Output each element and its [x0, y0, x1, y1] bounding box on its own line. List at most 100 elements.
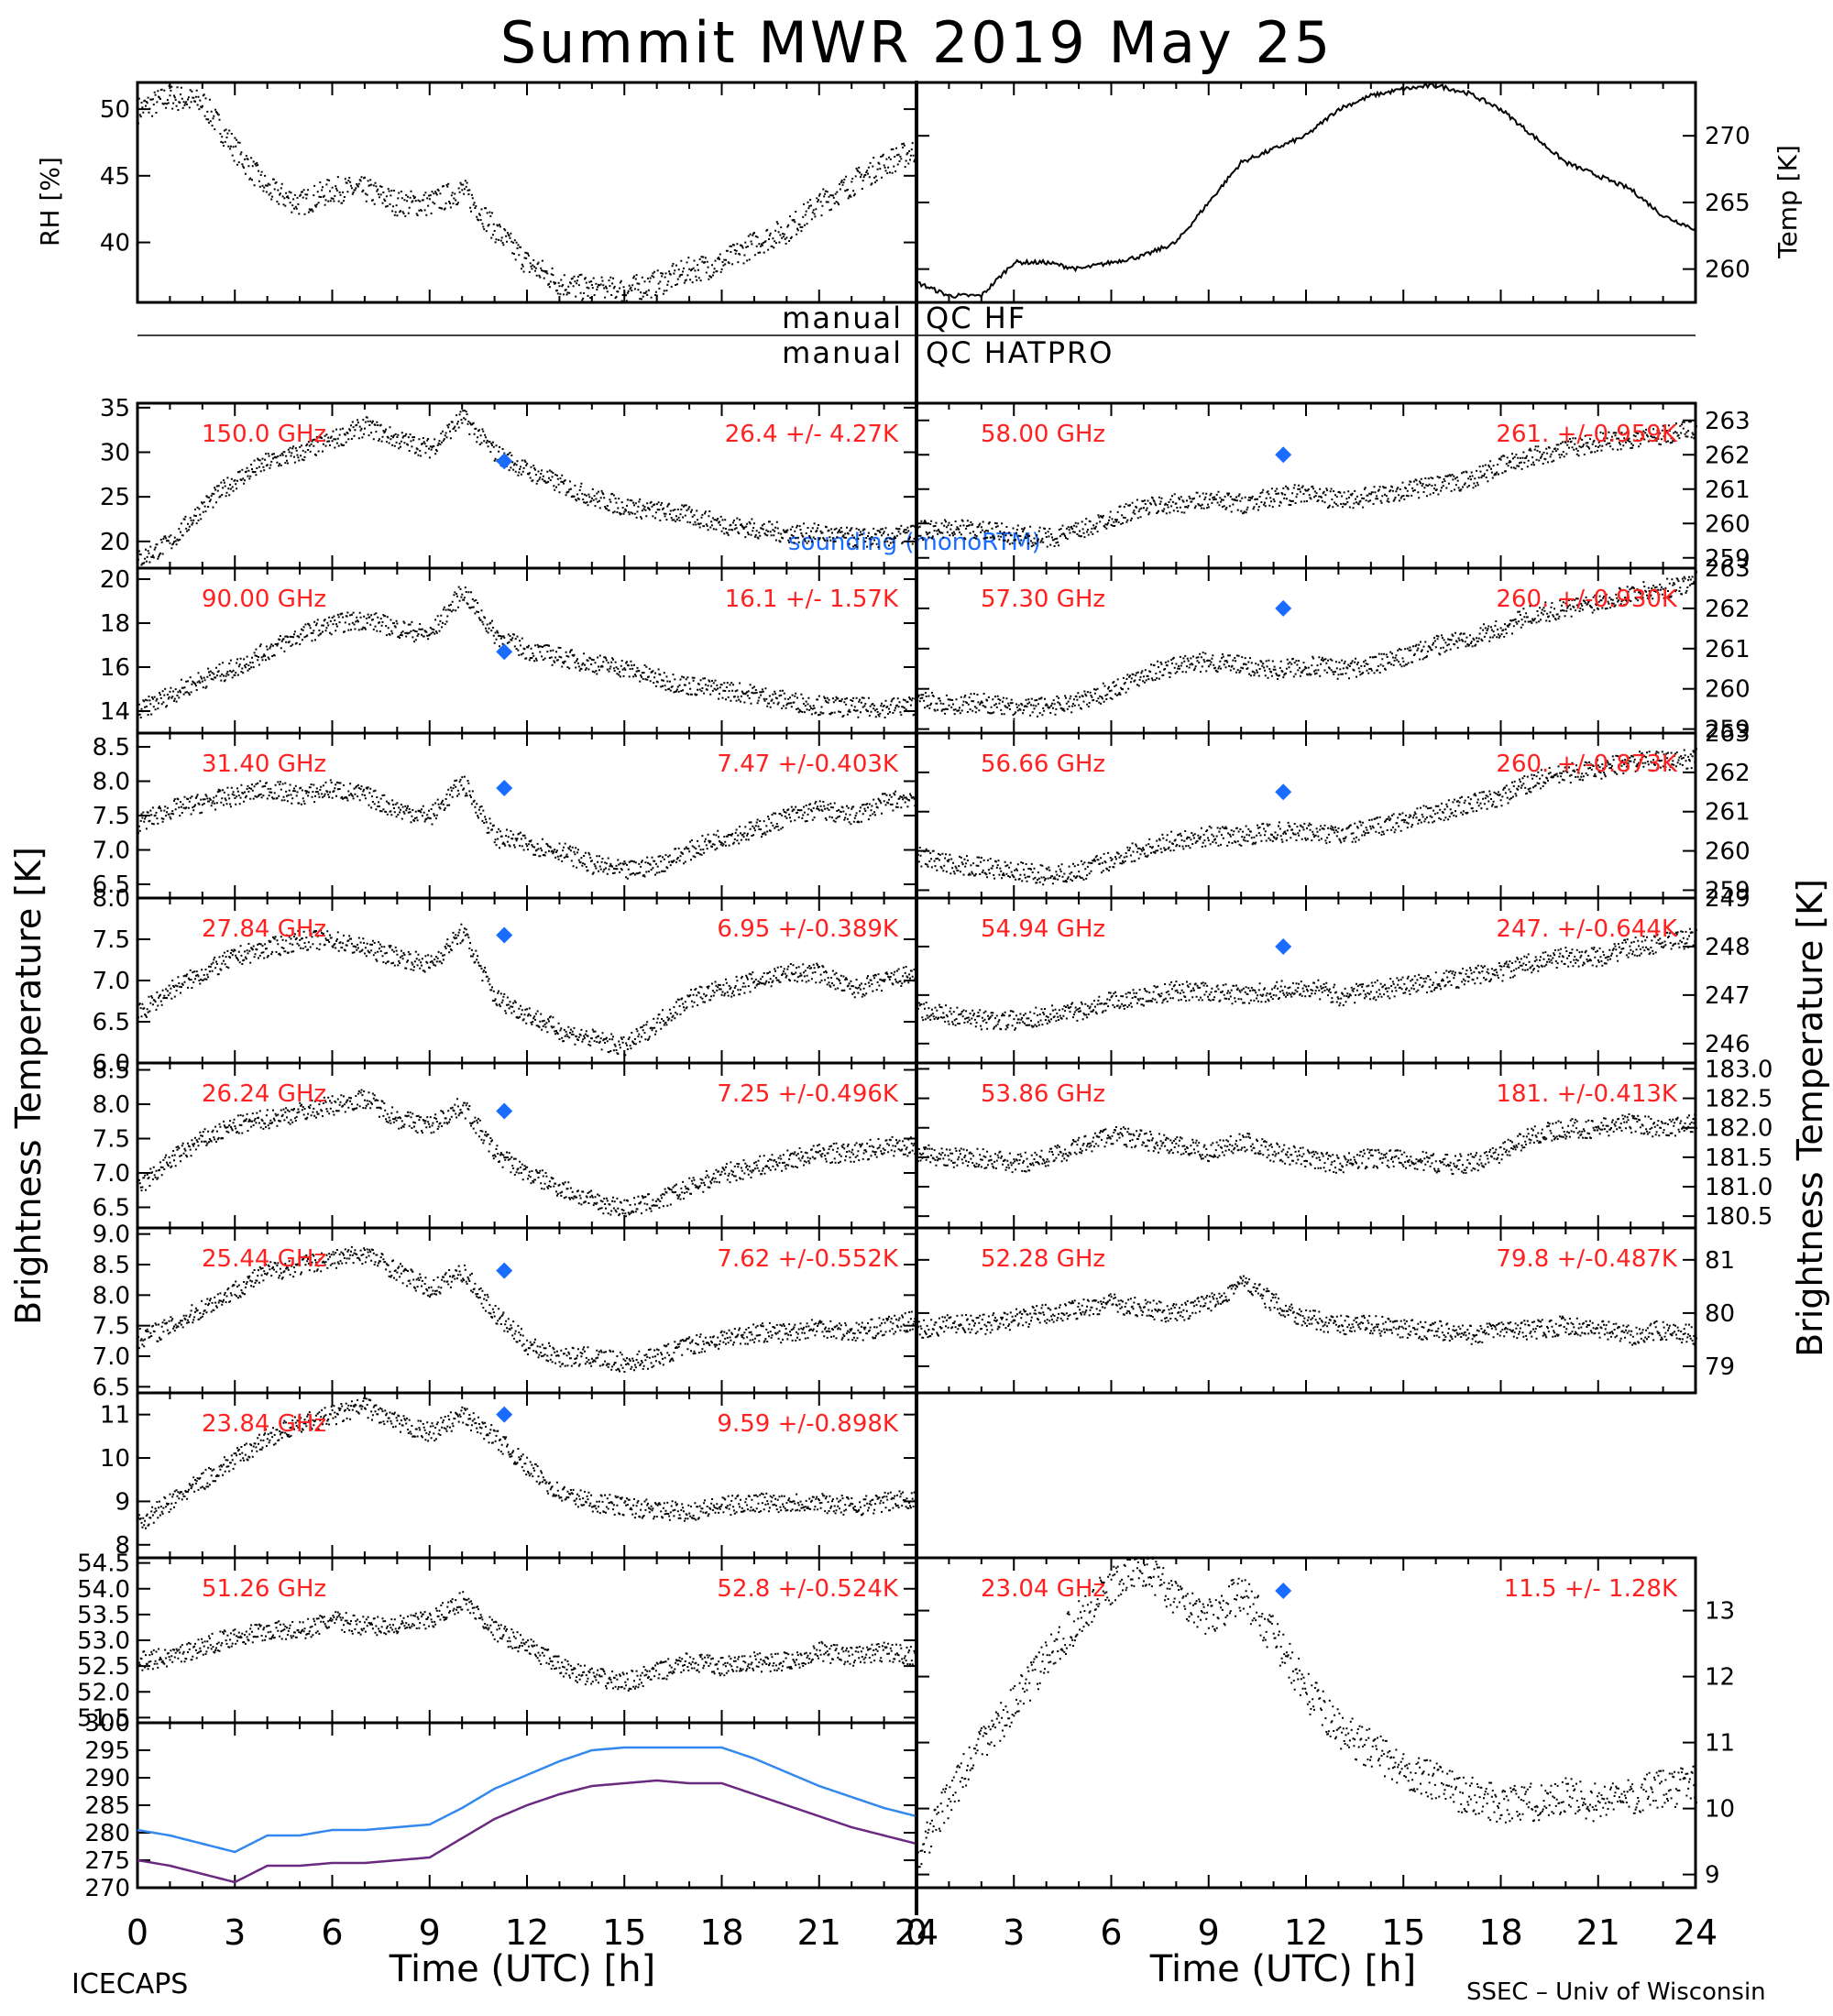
x-tick-label-right: 6: [1100, 1912, 1122, 1953]
series-line-bb-hatpro: [137, 1746, 917, 1854]
freq-label: 52.28 GHz: [981, 1245, 1105, 1273]
sounding-marker: [1275, 783, 1292, 801]
y-tick-label: 6.5: [93, 1374, 130, 1401]
trace-points-R4: [916, 1113, 1697, 1176]
qc-hatpro-right-label: QC HATPRO: [926, 335, 1114, 370]
y-tick-label: 10: [100, 1445, 130, 1473]
trace-points-L4: [137, 1089, 918, 1218]
y-tick-label: 8.5: [93, 1057, 130, 1085]
y-tick-label: 263: [1705, 555, 1751, 583]
qc-hf-right-label: QC HF: [926, 301, 1026, 335]
y-tick-label: 290: [84, 1765, 130, 1792]
y-tick-label: 260: [1705, 257, 1751, 284]
x-tick-label-left: 18: [699, 1912, 743, 1953]
stat-label: 26.4 +/- 4.27K: [725, 421, 899, 448]
panel-frame-R6: [915, 1556, 1697, 1890]
y-tick-label: 280: [84, 1820, 130, 1847]
stat-label: 7.47 +/-0.403K: [717, 751, 899, 778]
freq-label: 58.00 GHz: [981, 421, 1105, 448]
sounding-marker: [1275, 446, 1292, 464]
x-tick-label-left: 6: [321, 1912, 343, 1953]
y-tick-label: 9.0: [93, 1222, 130, 1249]
y-tick-label: 249: [1705, 885, 1751, 913]
temp-axis-label: Temp [K]: [1773, 145, 1803, 259]
y-tick-label: 182.0: [1705, 1115, 1773, 1143]
freq-label: 25.44 GHz: [202, 1245, 326, 1273]
y-tick-label: 261: [1705, 636, 1751, 663]
y-tick-label: 52.5: [77, 1653, 130, 1681]
sounding-marker: [1275, 599, 1292, 617]
y-tick-label: 53.0: [77, 1627, 130, 1655]
y-tick-label: 54.0: [77, 1576, 130, 1604]
y-tick-label: 262: [1705, 760, 1751, 787]
sounding-marker: [496, 1406, 513, 1423]
y-tick-label: 53.5: [77, 1602, 130, 1629]
freq-label: 53.86 GHz: [981, 1080, 1105, 1108]
freq-label: 54.94 GHz: [981, 915, 1105, 943]
y-tick-label: 7.0: [93, 1160, 130, 1188]
stat-label: 247. +/-0.644K: [1496, 915, 1678, 943]
stat-label: 260. +/-0.873K: [1496, 751, 1678, 778]
trace-points-L7: [137, 1591, 918, 1692]
trace-points-L3: [137, 923, 918, 1057]
x-tick-label-left: 9: [419, 1912, 441, 1953]
y-tick-label: 260: [1705, 510, 1751, 538]
y-tick-label: 270: [1705, 123, 1751, 150]
y-tick-label: 8.0: [93, 1091, 130, 1119]
qc-hf-left-label: manual: [782, 301, 903, 335]
y-tick-label: 295: [84, 1737, 130, 1765]
trace-points-R5: [916, 1275, 1697, 1346]
y-tick-label: 8: [115, 1532, 130, 1560]
y-tick-label: 275: [84, 1847, 130, 1875]
y-tick-label: 7.0: [93, 1343, 130, 1371]
stat-label: 7.25 +/-0.496K: [717, 1080, 899, 1108]
freq-label: 51.26 GHz: [202, 1575, 326, 1603]
y-tick-label: 11: [100, 1402, 130, 1430]
y-tick-label: 7.5: [93, 926, 130, 954]
sounding-marker: [496, 453, 513, 470]
y-tick-label: 8.5: [93, 734, 130, 761]
y-tick-label: 7.0: [93, 838, 130, 865]
y-tick-label: 20: [100, 529, 130, 556]
sounding-marker: [496, 643, 513, 661]
y-tick-label: 8.0: [93, 1282, 130, 1309]
y-tick-label: 50: [100, 96, 130, 124]
y-tick-label: 7.5: [93, 1126, 130, 1154]
y-tick-label: 81: [1705, 1247, 1735, 1275]
y-tick-label: 18: [100, 610, 130, 638]
x-tick-label-right: 21: [1576, 1912, 1620, 1953]
y-tick-label: 300: [84, 1710, 130, 1737]
y-tick-label: 8.0: [93, 885, 130, 913]
x-tick-label-left: 21: [797, 1912, 841, 1953]
y-tick-label: 260: [1705, 676, 1751, 704]
trace-points-L5: [137, 1245, 918, 1373]
x-tick-label-left: 3: [224, 1912, 246, 1953]
trace-points-L2: [137, 775, 918, 880]
y-tick-label: 16: [100, 654, 130, 682]
stat-label: 9.59 +/-0.898K: [717, 1410, 899, 1438]
y-tick-label: 246: [1705, 1031, 1751, 1058]
freq-label: 31.40 GHz: [202, 751, 326, 778]
trace-points-R1: [916, 571, 1697, 720]
x-tick-label-right: 9: [1198, 1912, 1220, 1953]
y-tick-label: 25: [100, 484, 130, 511]
stat-label: 11.5 +/- 1.28K: [1504, 1575, 1678, 1603]
right-y-axis-label: Brightness Temperature [K]: [1790, 879, 1830, 1357]
y-tick-label: 79: [1705, 1353, 1735, 1381]
x-tick-label-left: 15: [602, 1912, 646, 1953]
x-tick-label-right: 3: [1003, 1912, 1025, 1953]
y-tick-label: 262: [1705, 596, 1751, 623]
y-tick-label: 10: [1705, 1796, 1735, 1824]
y-tick-label: 45: [100, 163, 130, 191]
sounding-marker: [496, 1102, 513, 1120]
x-tick-label-right: 15: [1381, 1912, 1425, 1953]
y-tick-label: 52.0: [77, 1679, 130, 1706]
y-tick-label: 9: [1705, 1862, 1720, 1890]
stat-label: 261. +/-0.959K: [1496, 421, 1678, 448]
chart-title: Summit MWR 2019 May 25: [500, 9, 1334, 76]
y-tick-label: 260: [1705, 838, 1751, 866]
y-tick-label: 7.5: [93, 803, 130, 830]
freq-label: 150.0 GHz: [202, 421, 326, 448]
